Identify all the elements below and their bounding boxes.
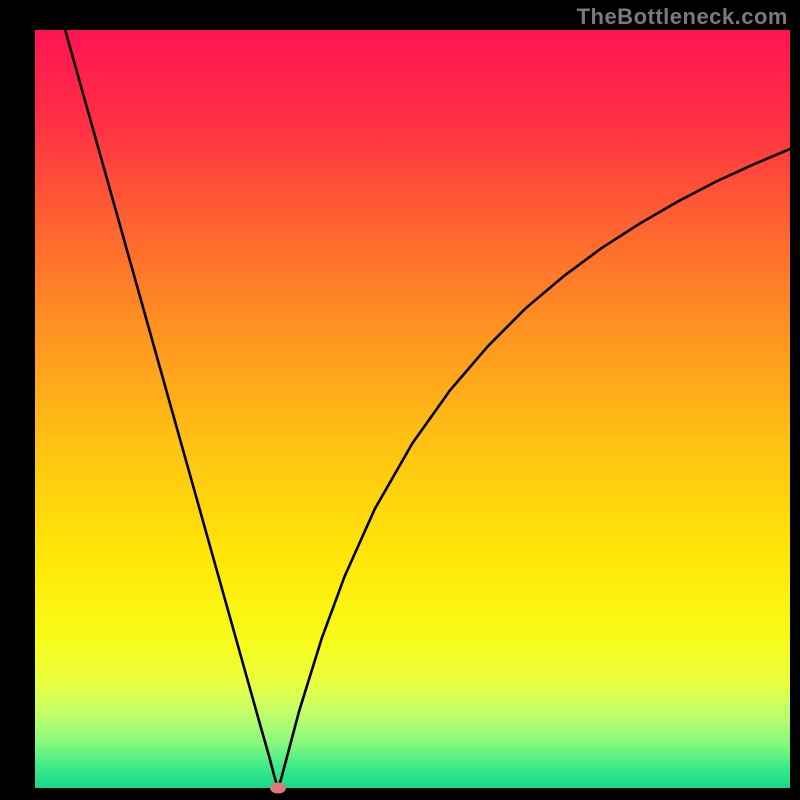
curve-svg [35, 30, 790, 788]
plot-area [35, 30, 790, 788]
bottleneck-curve [65, 30, 790, 788]
minimum-marker [270, 783, 286, 794]
chart-canvas: TheBottleneck.com [0, 0, 800, 800]
attribution-text: TheBottleneck.com [577, 4, 788, 30]
